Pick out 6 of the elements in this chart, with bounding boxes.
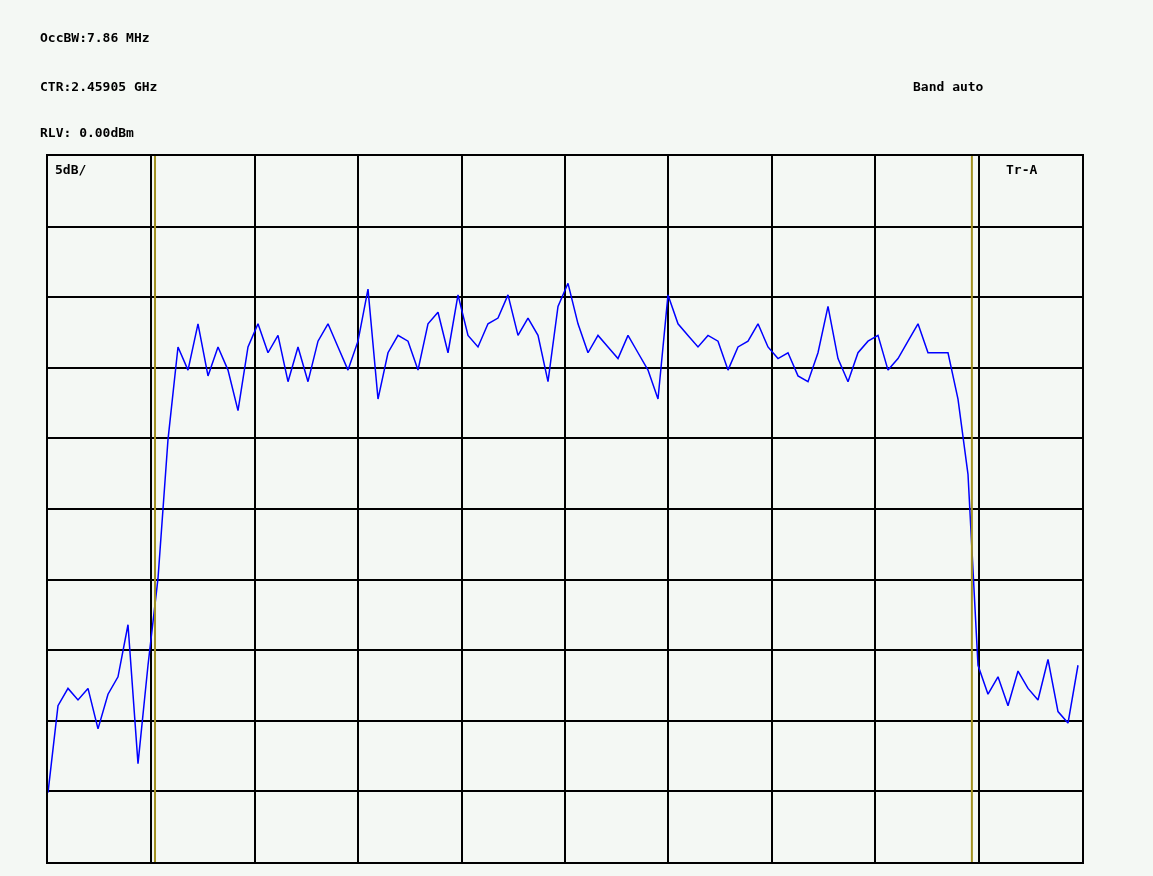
text: Tr-A (1006, 162, 1038, 177)
text: 5dB/ (55, 162, 87, 177)
text: Band auto (913, 79, 984, 94)
text: RLV: 0.00dBm (40, 125, 135, 140)
text: OccBW:7.86 MHz (40, 30, 150, 45)
text: CTR:2.45905 GHz (40, 79, 158, 94)
